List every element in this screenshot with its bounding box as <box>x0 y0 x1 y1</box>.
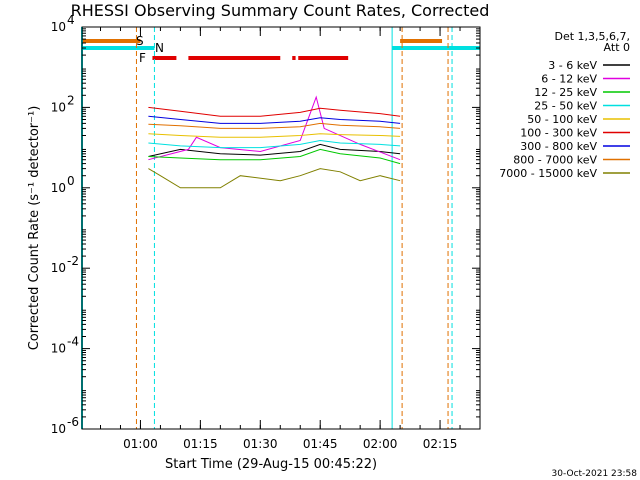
legend-entry-label: 100 - 300 keV <box>520 127 597 140</box>
x-tick-label: 01:30 <box>243 437 278 451</box>
x-tick-label: 02:15 <box>423 437 458 451</box>
chart-title: RHESSI Observing Summary Count Rates, Co… <box>71 1 490 20</box>
legend-entry-label: 800 - 7000 keV <box>513 154 597 167</box>
y-axis-label: Corrected Count Rate (s⁻¹ detector⁻¹) <box>27 106 42 351</box>
saa-flag-label: S <box>136 34 144 48</box>
x-axis-label: Start Time (29-Aug-15 00:45:22) <box>165 457 377 472</box>
legend-entry-label: 12 - 25 keV <box>534 86 597 99</box>
legend-entry-label: 300 - 800 keV <box>520 140 597 153</box>
series-line <box>148 133 401 138</box>
x-tick-label: 01:00 <box>123 437 158 451</box>
y-tick-exponent: 0 <box>67 174 75 188</box>
x-tick-label: 01:15 <box>183 437 218 451</box>
series-line <box>148 106 401 117</box>
plot-frame <box>81 26 481 430</box>
x-tick-label: 02:00 <box>363 437 398 451</box>
timestamp: 30-Oct-2021 23:58 <box>552 469 638 479</box>
y-tick-exponent: 2 <box>67 93 75 107</box>
y-tick-exponent: -6 <box>67 415 79 429</box>
legend-entry-label: 7000 - 15000 keV <box>499 167 597 180</box>
series-line <box>148 139 401 149</box>
series-line <box>148 122 401 129</box>
y-tick-exponent: -2 <box>67 254 79 268</box>
y-tick-label: 10 <box>51 422 66 436</box>
series-line <box>148 143 401 157</box>
series-line <box>148 168 401 189</box>
y-tick-label: 10 <box>51 20 66 34</box>
series-line <box>148 148 401 165</box>
legend-header-line1: Det 1,3,5,6,7, <box>554 30 630 43</box>
x-tick-label: 01:45 <box>303 437 338 451</box>
flare-flag-label: F <box>139 51 146 65</box>
legend-entry-label: 50 - 100 keV <box>527 113 597 126</box>
y-tick-exponent: 4 <box>67 13 75 27</box>
y-tick-exponent: -4 <box>67 335 79 349</box>
y-tick-label: 10 <box>51 100 66 114</box>
y-tick-label: 10 <box>51 181 66 195</box>
series-line <box>148 115 401 124</box>
legend-entry-label: 25 - 50 keV <box>534 100 597 113</box>
legend-header-line2: Att 0 <box>604 41 630 54</box>
legend-entry-label: 6 - 12 keV <box>541 73 597 86</box>
y-tick-label: 10 <box>51 261 66 275</box>
legend-entry-label: 3 - 6 keV <box>548 59 597 72</box>
y-tick-label: 10 <box>51 342 66 356</box>
night-flag-label: N <box>155 41 164 55</box>
